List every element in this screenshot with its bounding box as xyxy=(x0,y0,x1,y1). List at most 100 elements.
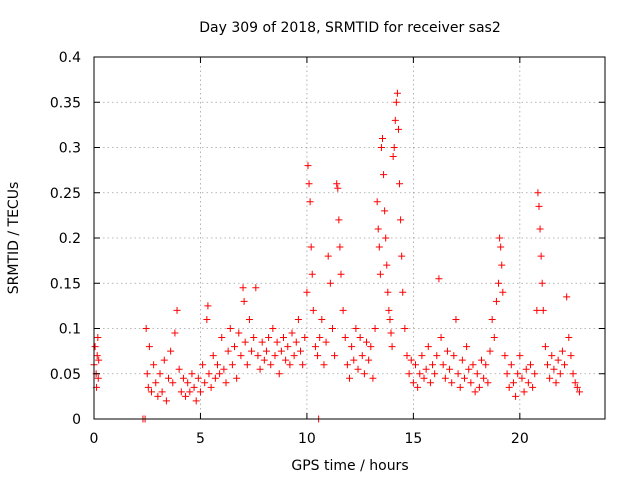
data-point xyxy=(336,243,344,251)
data-point xyxy=(333,180,341,188)
data-point xyxy=(534,189,542,197)
data-point xyxy=(418,352,426,360)
data-point xyxy=(374,225,382,233)
data-point xyxy=(548,352,556,360)
data-point xyxy=(267,361,275,369)
data-point xyxy=(343,361,351,369)
data-point xyxy=(93,352,101,360)
data-point xyxy=(526,361,534,369)
data-point xyxy=(497,243,505,251)
data-point xyxy=(492,297,500,305)
data-point xyxy=(561,361,569,369)
data-point xyxy=(346,374,353,382)
data-point xyxy=(209,352,217,360)
data-point xyxy=(154,392,162,400)
data-point xyxy=(265,334,273,342)
data-point xyxy=(224,347,232,355)
data-point xyxy=(341,334,349,342)
data-point xyxy=(409,379,417,387)
data-point xyxy=(204,302,212,310)
data-point xyxy=(201,379,209,387)
data-point xyxy=(277,347,285,355)
data-point xyxy=(233,374,241,382)
data-point xyxy=(152,379,160,387)
data-point xyxy=(258,338,266,346)
data-point xyxy=(373,198,381,206)
data-point xyxy=(169,379,177,387)
data-point xyxy=(439,361,447,369)
y-axis-label: SRMTID / TECUs xyxy=(6,182,22,295)
data-point xyxy=(365,356,373,364)
data-point xyxy=(273,338,281,346)
data-point xyxy=(384,288,392,296)
data-point xyxy=(348,343,356,351)
data-point xyxy=(539,306,547,314)
data-point xyxy=(162,397,170,405)
data-point xyxy=(239,284,247,292)
data-point xyxy=(205,370,213,378)
data-point xyxy=(240,297,248,305)
data-point xyxy=(290,352,298,360)
data-point xyxy=(512,392,520,400)
data-point xyxy=(360,370,368,378)
data-point xyxy=(158,388,166,396)
data-point xyxy=(184,379,192,387)
data-point xyxy=(147,388,155,396)
data-point xyxy=(228,361,236,369)
y-tick-label: 0 xyxy=(72,412,81,428)
data-point xyxy=(467,379,475,387)
data-point xyxy=(299,361,307,369)
data-point xyxy=(142,325,150,332)
data-point xyxy=(518,374,526,382)
data-point xyxy=(326,279,334,287)
data-point xyxy=(388,343,396,351)
data-point xyxy=(322,338,330,346)
data-point xyxy=(403,352,411,360)
data-point xyxy=(376,270,384,278)
data-point xyxy=(437,334,445,342)
data-point xyxy=(363,338,371,346)
data-point xyxy=(94,374,102,382)
data-point xyxy=(222,379,230,387)
data-point xyxy=(235,329,243,337)
data-point xyxy=(165,374,173,382)
data-point xyxy=(558,347,566,355)
data-point xyxy=(556,370,564,378)
y-tick-label: 0.2 xyxy=(59,231,81,247)
data-point xyxy=(441,374,449,382)
data-point xyxy=(431,370,439,378)
data-point xyxy=(250,334,258,342)
data-point xyxy=(371,325,379,332)
data-point xyxy=(377,144,385,151)
data-point xyxy=(160,356,168,364)
data-point xyxy=(450,352,458,360)
data-point xyxy=(260,356,268,364)
data-point xyxy=(199,361,207,369)
data-point xyxy=(203,315,211,323)
data-point xyxy=(424,343,432,351)
data-point xyxy=(509,379,517,387)
data-point xyxy=(552,379,560,387)
data-point xyxy=(541,343,549,351)
data-point xyxy=(207,383,215,391)
data-point xyxy=(216,370,224,378)
data-point xyxy=(231,343,239,351)
data-point xyxy=(318,315,326,323)
data-point xyxy=(456,383,464,391)
data-point xyxy=(381,207,389,215)
data-point xyxy=(94,334,102,342)
data-point xyxy=(352,325,360,332)
y-tick-label: 0.05 xyxy=(50,367,81,383)
data-point xyxy=(309,306,317,314)
data-point xyxy=(412,361,420,369)
data-point xyxy=(254,352,262,360)
data-point xyxy=(422,365,430,373)
axis-ticks: 0 0.05 0.1 0.15 0.2 0.25 0.3 0.35 0.4 0 5 10 15 20 xyxy=(50,50,605,447)
data-point xyxy=(156,370,164,378)
data-point xyxy=(503,370,511,378)
y-tick-label: 0.25 xyxy=(50,186,81,202)
data-point xyxy=(282,356,290,364)
data-point xyxy=(514,370,522,378)
